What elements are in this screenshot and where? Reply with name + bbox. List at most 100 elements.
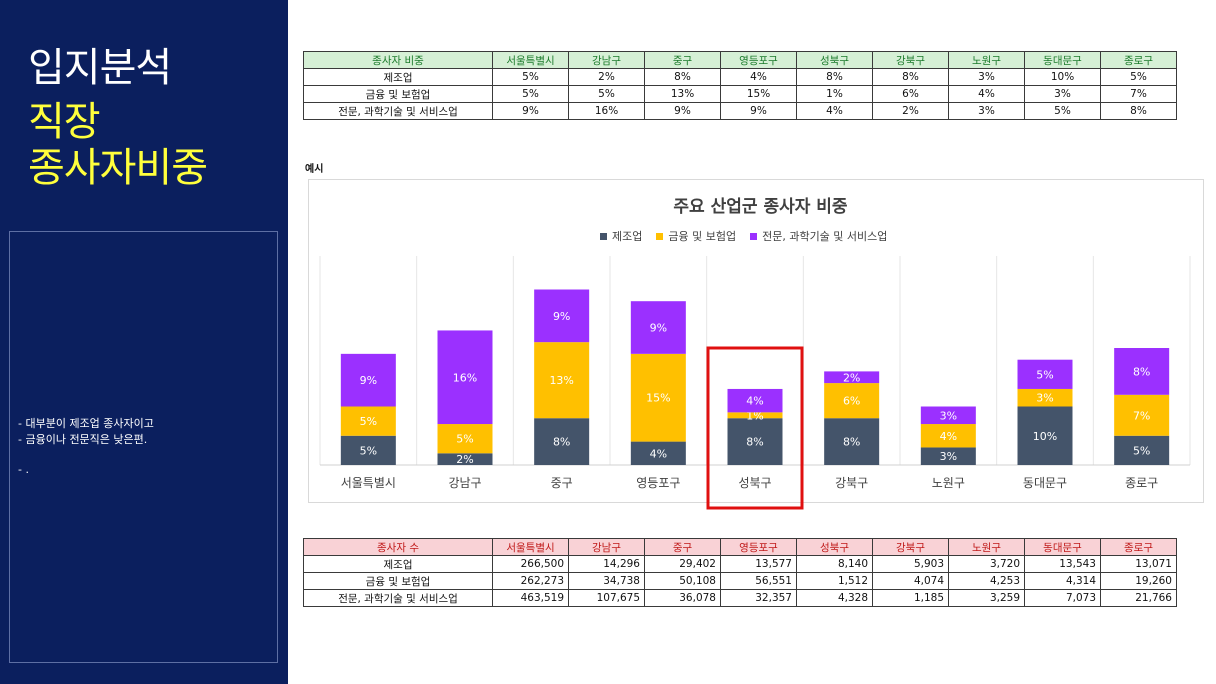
x-tick-label: 중구 [551,476,573,490]
data-label: 16% [453,371,477,384]
bar-segment [437,330,493,425]
bar-segment [824,371,880,384]
table-cell: 5% [1024,102,1101,120]
table-header-cell: 종로구 [1100,538,1177,556]
note-line: - . [18,463,29,476]
bar-segment [920,406,976,425]
legend-item-manufacturing: 제조업 [600,228,642,244]
table-cell: 14,296 [568,555,645,573]
table-cell: 50,108 [644,572,721,590]
note-line: - 금융이나 전문직은 낮은편. [18,433,148,446]
table-cell: 13,577 [720,555,797,573]
row-label: 금융 및 보험업 [303,572,493,590]
bar-segment [920,424,976,448]
legend-swatch [600,232,607,240]
page-subtitle-line1: 직장 [28,99,101,145]
data-label: 2% [843,371,860,384]
table-cell: 2% [872,102,949,120]
data-label: 7% [1133,409,1150,422]
data-label: 4% [650,447,667,460]
x-tick-label: 강남구 [448,476,481,490]
table-row: 제조업 266,500 14,296 29,402 13,577 8,140 5… [303,555,1177,573]
data-label: 9% [650,322,667,335]
table-header-row: 종사자 수 서울특별시 강남구 중구 영등포구 성북구 강북구 노원구 동대문구… [303,538,1177,556]
table-cell: 1,185 [872,589,949,607]
chart-legend: 제조업 금융 및 보험업 전문, 과학기술 및 서비스업 [600,228,887,244]
table-cell: 19,260 [1100,572,1177,590]
table-header-cell: 종사자 수 [303,538,493,556]
legend-swatch [656,232,664,240]
data-label: 9% [553,310,570,323]
row-label: 제조업 [303,555,493,573]
table-header-cell: 강북구 [872,538,949,556]
bar-segment [727,412,783,419]
x-tick-label: 강북구 [835,476,868,490]
table-header-row: 종사자 비중 서울특별시 강남구 중구 영등포구 성북구 강북구 노원구 동대문… [303,51,1177,69]
x-tick-label: 영등포구 [636,476,680,490]
bar-segment [1114,394,1170,436]
x-tick-label: 종로구 [1125,476,1158,490]
table-cell: 4,253 [948,572,1025,590]
legend-label: 전문, 과학기술 및 서비스업 [762,230,888,243]
bar-segment [1114,348,1170,395]
table-cell: 107,675 [568,589,645,607]
bar-segment [534,342,590,419]
data-label: 6% [843,395,860,408]
legend-swatch [750,232,758,240]
bar-segment [727,418,783,465]
table-cell: 3,720 [948,555,1025,573]
table-header-cell: 서울특별시 [492,538,569,556]
table-cell: 34,738 [568,572,645,590]
example-label: 예시 [305,164,324,175]
table-cell: 8% [1100,102,1177,120]
count-table: 종사자 수 서울특별시 강남구 중구 영등포구 성북구 강북구 노원구 동대문구… [303,538,1177,607]
data-label: 2% [456,453,473,466]
data-label: 8% [1133,365,1150,378]
bar-segment [534,418,590,465]
bar-segment [920,447,976,465]
table-cell: 9% [644,102,721,120]
table-cell: 32,357 [720,589,797,607]
bar-segment [630,441,686,465]
table-row: 금융 및 보험업 5% 5% 13% 15% 1% 6% 4% 3% 7% [303,85,1177,103]
table-header-cell: 종사자 비중 [303,51,493,69]
data-label: 10% [1033,430,1057,443]
share-table: 종사자 비중 서울특별시 강남구 중구 영등포구 성북구 강북구 노원구 동대문… [303,51,1177,120]
table-header-cell: 성북구 [796,538,873,556]
bar-segment [727,388,783,413]
table-header-cell: 강남구 [568,538,645,556]
chart-frame [308,179,1204,503]
notes-box [9,231,278,663]
legend-item-finance: 금융 및 보험업 [656,228,736,244]
table-cell: 9% [720,102,797,120]
page-title: 입지분석 [28,45,172,91]
bar-segment [630,353,686,442]
legend-label: 제조업 [612,230,643,243]
bar-segment [340,353,396,407]
data-label: 4% [746,395,763,408]
table-row: 금융 및 보험업 262,273 34,738 50,108 56,551 1,… [303,572,1177,590]
table-cell: 1,512 [796,572,873,590]
bar-segment [630,301,686,354]
highlight-box [706,346,804,510]
row-label: 금융 및 보험업 [303,85,493,103]
bar-segment [824,383,880,419]
bar-segment [437,424,493,454]
table-cell: 3% [948,102,1025,120]
bar-segment [824,418,880,465]
chart-title: 주요 산업군 종사자 비중 [673,197,848,217]
data-label: 3% [1036,392,1053,405]
data-label: 1% [746,409,763,422]
data-label: 3% [940,450,957,463]
table-header-cell: 강북구 [872,51,949,69]
table-cell: 4,328 [796,589,873,607]
x-tick-label: 서울특별시 [341,476,396,490]
data-label: 5% [1036,368,1053,381]
x-tick-label: 동대문구 [1023,476,1067,490]
table-header-cell: 중구 [644,51,721,69]
sidebar-panel: 입지분석 직장 종사자비중 - 대부분이 제조업 종사자이고 - 금융이나 전문… [0,0,288,684]
table-cell: 4,074 [872,572,949,590]
table-cell: 16% [568,102,645,120]
data-label: 8% [843,436,860,449]
